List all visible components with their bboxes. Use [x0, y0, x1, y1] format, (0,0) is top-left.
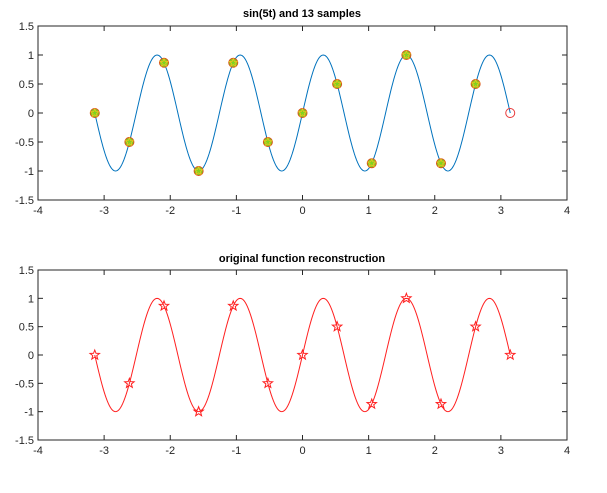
top-sample-star [193, 165, 204, 176]
top-sample-star [332, 78, 343, 89]
top-y-tick-label: 1.5 [19, 21, 34, 33]
top-x-tick-label: 4 [564, 205, 570, 217]
bottom-sample-star [261, 376, 274, 389]
top-x-tick-label: 1 [366, 205, 372, 217]
bottom-plot-title: original function reconstruction [219, 253, 386, 265]
bottom-curve-line [94, 297, 511, 413]
bottom-y-tick-label: 0 [28, 350, 34, 362]
bottom-x-tick-label: 0 [299, 445, 305, 457]
bottom-y-tick-label: 1 [28, 293, 34, 305]
top-y-tick-label: -1 [24, 166, 34, 178]
bottom-sample-star [88, 348, 101, 361]
top-sample-star [297, 107, 308, 118]
top-plot-axes: -4 -3 -2 -1 0 1 2 3 4 -1.5 -1 -0.5 0 0.5 1 1.5 sin(5t) a… [15, 8, 570, 217]
top-sample-star [470, 78, 481, 89]
top-open-sample-point [505, 108, 516, 118]
top-sample-star [158, 57, 170, 68]
bottom-x-tick-label: 1 [366, 445, 372, 457]
bottom-x-tick-label: 4 [564, 445, 570, 457]
top-sample-star [124, 136, 135, 147]
bottom-y-tick-label: 1.5 [19, 265, 34, 277]
top-x-tick-label: -3 [99, 205, 109, 217]
top-x-tick-label: -2 [165, 205, 175, 217]
top-y-tick-label: -0.5 [15, 137, 34, 149]
bottom-sample-star [504, 348, 517, 361]
top-sample-star [435, 157, 447, 168]
top-sample-star [366, 157, 377, 168]
bottom-sample-star [157, 299, 171, 312]
bottom-sample-star [434, 397, 448, 410]
top-sample-star [401, 49, 412, 60]
bottom-sample-star [192, 405, 205, 417]
bottom-sample-star [296, 348, 309, 361]
bottom-y-tick-label: -1.5 [15, 435, 34, 447]
top-sample-star [89, 107, 100, 118]
top-plot-title: sin(5t) and 13 samples [243, 8, 361, 20]
top-y-tick-label: 0.5 [19, 79, 34, 91]
top-x-tick-label: 0 [299, 205, 305, 217]
bottom-sample-star [469, 320, 482, 332]
top-sample-star [228, 57, 239, 68]
bottom-y-tick-label: 0.5 [19, 322, 34, 334]
bottom-x-tick-label: -3 [99, 445, 109, 457]
bottom-x-tick-label: -1 [231, 445, 241, 457]
bottom-sample-star [331, 320, 344, 332]
bottom-sample-star [227, 299, 240, 312]
top-y-tick-label: 1 [28, 50, 34, 62]
top-x-tick-label: -1 [231, 205, 241, 217]
top-sample-star [262, 136, 273, 147]
bottom-sample-star [400, 291, 413, 304]
bottom-y-tick-label: -1 [24, 407, 34, 419]
top-y-tick-label: 0 [28, 108, 34, 120]
top-y-tick-label: -1.5 [15, 195, 34, 207]
top-x-tick-label: 3 [498, 205, 504, 217]
bottom-sample-star [365, 397, 378, 410]
bottom-x-tick-label: -2 [165, 445, 175, 457]
top-x-tick-label: -4 [33, 205, 43, 217]
bottom-x-tick-label: 3 [498, 445, 504, 457]
bottom-sample-star [123, 376, 136, 389]
bottom-x-tick-label: -4 [33, 445, 43, 457]
bottom-y-tick-label: -0.5 [15, 378, 34, 390]
top-x-tick-label: 2 [432, 205, 438, 217]
bottom-plot-axes: -4 -3 -2 -1 0 1 2 3 4 -1.5 -1 -0.5 0 0.5 1 1.5 original … [15, 253, 570, 457]
bottom-x-tick-label: 2 [432, 445, 438, 457]
